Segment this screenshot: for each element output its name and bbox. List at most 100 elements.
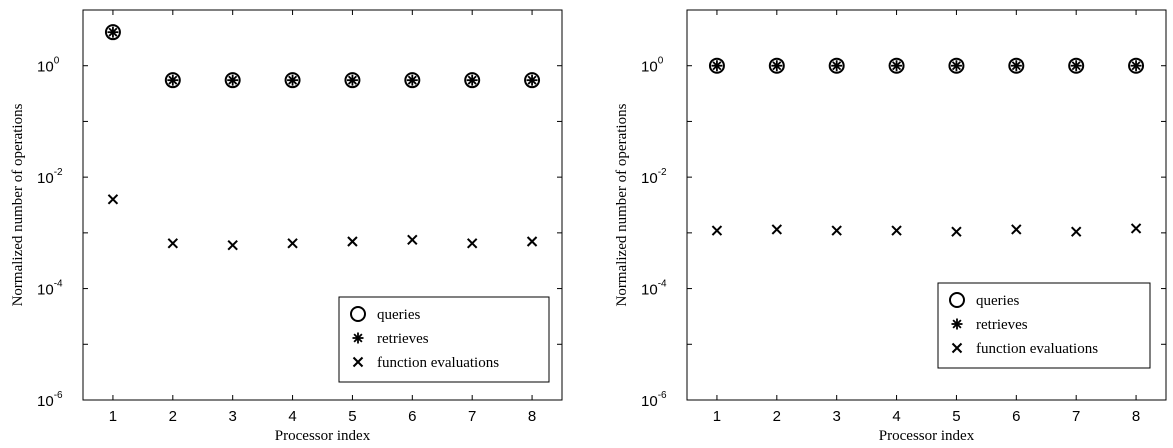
legend-entry-label: retrieves — [976, 317, 1028, 333]
x-tick-label: 5 — [952, 408, 960, 425]
x-axis-label: Processor index — [275, 428, 371, 444]
y-tick-label: 10-2 — [37, 167, 63, 187]
x-tick-label: 2 — [773, 408, 781, 425]
data-point-asterisk — [1130, 60, 1142, 72]
data-point-asterisk — [346, 74, 358, 86]
data-point-circle — [524, 72, 541, 89]
x-tick-label: 3 — [833, 408, 841, 425]
data-point-asterisk — [711, 60, 723, 72]
data-point-x — [951, 226, 962, 237]
series-retrieves — [711, 60, 1142, 72]
data-point-circle — [1068, 57, 1085, 74]
data-point-x — [107, 194, 119, 205]
x-axis-label: Processor index — [879, 428, 975, 444]
data-point-x — [526, 236, 538, 247]
x-tick-label: 8 — [1132, 408, 1140, 425]
data-point-asterisk — [227, 74, 239, 86]
legend-entry-label: queries — [377, 307, 420, 323]
data-point-circle — [104, 24, 121, 41]
x-tick-label: 4 — [892, 408, 900, 425]
data-point-x — [711, 225, 723, 236]
data-point-x — [771, 224, 783, 235]
y-tick-label: 10-4 — [641, 279, 667, 299]
y-tick-label: 10-2 — [641, 167, 667, 187]
x-tick-label: 3 — [229, 408, 237, 425]
y-tick-label: 10-6 — [641, 390, 667, 410]
data-point-asterisk — [167, 74, 179, 86]
plot-area-frame — [686, 9, 1167, 401]
data-point-x — [1070, 226, 1082, 237]
y-tick-label: 100 — [641, 56, 664, 76]
series-queries — [104, 24, 541, 89]
series-function-evaluations — [711, 223, 1142, 237]
y-tick-label: 10-4 — [37, 279, 63, 299]
data-point-circle — [1128, 57, 1145, 74]
x-tick-label: 6 — [408, 408, 416, 425]
data-point-x — [891, 225, 902, 236]
data-point-asterisk — [950, 60, 962, 72]
data-point-x — [1130, 223, 1142, 234]
data-point-x — [167, 238, 179, 249]
legend-entry-label: function evaluations — [377, 355, 499, 371]
y-tick-label: 100 — [37, 56, 60, 76]
data-point-circle — [284, 72, 301, 89]
x-tick-label: 1 — [713, 408, 721, 425]
legend-marker-x — [352, 356, 364, 368]
data-point-asterisk — [526, 74, 538, 86]
data-point-x — [407, 234, 418, 246]
data-point-circle — [828, 57, 845, 74]
y-axis-label: Normalized number of operations — [10, 103, 26, 306]
plot-area-frame — [82, 9, 563, 401]
x-tick-label: 7 — [1072, 408, 1080, 425]
legend-entry-label: queries — [976, 293, 1019, 309]
series-retrieves — [107, 26, 538, 86]
data-point-asterisk — [287, 74, 299, 86]
legend-box — [338, 296, 550, 383]
x-tick-label: 8 — [528, 408, 536, 425]
data-point-circle — [888, 57, 905, 74]
legend-entry-label: retrieves — [377, 331, 429, 347]
data-point-circle — [1008, 57, 1025, 74]
x-tick-label: 2 — [169, 408, 177, 425]
data-point-asterisk — [831, 60, 843, 72]
legend-marker-asterisk — [352, 332, 364, 344]
legend-marker-circle — [949, 292, 965, 308]
data-point-x — [347, 236, 358, 247]
data-point-circle — [404, 72, 421, 89]
data-point-circle — [948, 57, 965, 74]
legend-box — [937, 282, 1151, 369]
x-tick-label: 1 — [109, 408, 117, 425]
x-tick-label: 5 — [348, 408, 356, 425]
x-tick-label: 7 — [468, 408, 476, 425]
x-tick-label: 4 — [288, 408, 296, 425]
data-point-x — [227, 240, 238, 251]
data-point-asterisk — [107, 26, 119, 38]
legend-marker-asterisk — [951, 318, 963, 330]
data-point-x — [831, 225, 842, 236]
data-point-asterisk — [406, 74, 418, 86]
data-point-circle — [708, 57, 725, 74]
chart-panel-2: 1 2 3 4 5 6 7 8 100 10-2 10-4 10-6 Processor index No… — [614, 9, 1167, 444]
data-point-asterisk — [466, 74, 478, 86]
legend: queries retrieves function evaluations — [937, 282, 1151, 369]
legend-entry-label: function evaluations — [976, 341, 1098, 357]
data-point-asterisk — [1070, 60, 1082, 72]
y-axis-label: Normalized number of operations — [614, 103, 630, 306]
data-point-asterisk — [891, 60, 903, 72]
x-tick-label: 6 — [1012, 408, 1020, 425]
data-point-circle — [344, 72, 361, 89]
data-point-x — [466, 238, 478, 249]
chart-panel-1: 1 2 3 4 5 6 7 8 100 10-2 10-4 10-6 Processor index No… — [10, 9, 563, 444]
data-point-circle — [768, 57, 785, 74]
data-point-x — [287, 238, 298, 249]
data-point-asterisk — [771, 60, 783, 72]
data-point-circle — [464, 72, 481, 89]
data-point-x — [1011, 224, 1022, 235]
series-function-evaluations — [107, 194, 538, 251]
legend-marker-x — [951, 342, 963, 354]
data-point-circle — [164, 72, 181, 89]
data-point-asterisk — [1010, 60, 1022, 72]
y-tick-label: 10-6 — [37, 390, 63, 410]
legend-marker-circle — [350, 306, 366, 322]
